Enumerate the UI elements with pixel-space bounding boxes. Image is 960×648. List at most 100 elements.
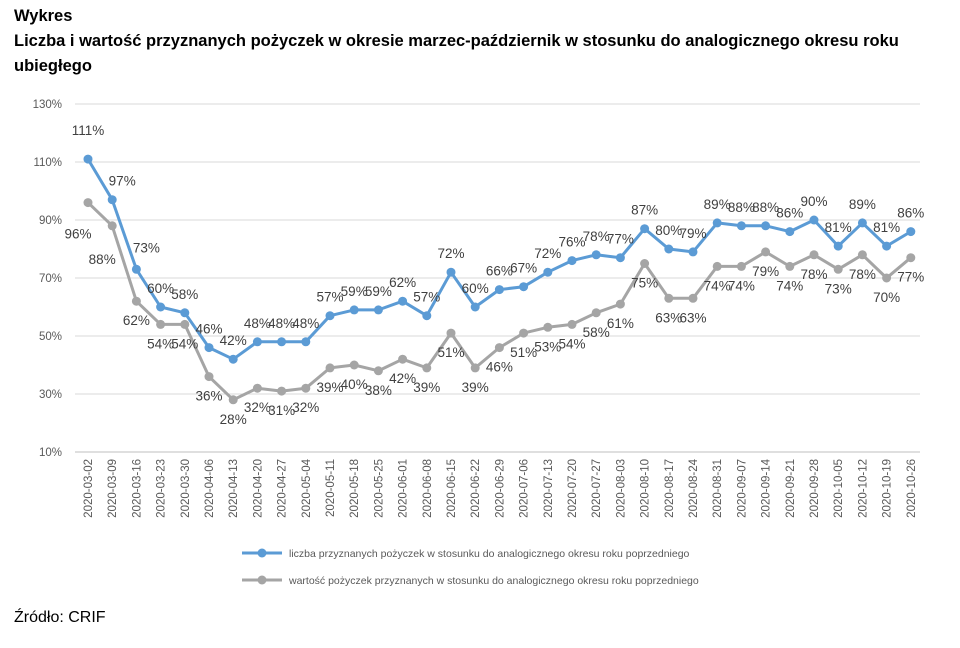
data-point-s1	[301, 337, 311, 347]
data-label-s1: 78%	[583, 229, 610, 244]
data-label-s2: 63%	[679, 310, 706, 325]
data-point-s1	[470, 302, 480, 312]
data-point-s2	[494, 343, 504, 353]
data-label-s2: 74%	[776, 278, 803, 293]
data-point-s1	[228, 354, 238, 364]
data-label-s2: 32%	[244, 400, 271, 415]
data-label-s1: 48%	[244, 316, 271, 331]
x-tick-label: 2020-09-07	[736, 459, 748, 518]
x-tick-label: 2020-04-20	[252, 459, 264, 518]
x-tick-label: 2020-07-13	[543, 459, 555, 518]
data-point-s2	[373, 366, 383, 376]
data-label-s1: 72%	[534, 246, 561, 261]
x-axis: 2020-03-02 2020-03-09 2020-03-16 2020-03-23…	[83, 458, 918, 517]
data-label-s1: 67%	[510, 261, 537, 276]
data-point-s2	[567, 319, 577, 329]
data-label-s1: 111%	[72, 123, 105, 138]
data-label-s2: 53%	[534, 339, 561, 354]
data-point-s2	[785, 261, 795, 271]
y-tick-label: 10%	[39, 447, 62, 459]
data-label-s2: 51%	[510, 345, 537, 360]
data-label-s2: 73%	[825, 281, 852, 296]
data-point-s1	[688, 247, 698, 257]
data-label-s1: 42%	[220, 333, 247, 348]
data-label-s1: 73%	[133, 240, 160, 255]
y-tick-label: 70%	[39, 273, 62, 285]
data-label-s1: 89%	[704, 197, 731, 212]
x-tick-label: 2020-09-28	[809, 459, 821, 518]
data-label-s2: 96%	[64, 227, 91, 242]
data-point-s2	[664, 293, 674, 303]
data-point-s1	[494, 285, 504, 295]
data-point-s2	[446, 328, 456, 338]
data-point-s1	[373, 305, 383, 315]
data-label-s1: 72%	[437, 246, 464, 261]
data-point-s2	[882, 273, 892, 283]
data-label-s2: 74%	[704, 278, 731, 293]
data-label-s1: 89%	[849, 197, 876, 212]
data-point-s2	[833, 264, 843, 274]
x-tick-label: 2020-10-19	[882, 459, 894, 518]
data-point-s1	[83, 154, 93, 164]
data-labels: 111%97%73%60%58%46%42%48%48%48%57%59%59%…	[64, 123, 924, 427]
data-point-s2	[277, 386, 287, 396]
data-label-s2: 77%	[897, 270, 924, 285]
data-label-s1: 87%	[631, 203, 658, 218]
x-tick-label: 2020-07-06	[519, 459, 531, 518]
data-point-s2	[906, 253, 916, 263]
data-point-s1	[277, 337, 287, 347]
data-point-s1	[640, 224, 650, 234]
data-label-s1: 88%	[752, 200, 779, 215]
data-label-s2: 62%	[123, 313, 150, 328]
data-label-s1: 59%	[341, 284, 368, 299]
data-label-s2: 32%	[292, 400, 319, 415]
data-label-s2: 39%	[413, 380, 440, 395]
data-point-s1	[325, 311, 335, 321]
data-point-s1	[857, 218, 867, 228]
data-point-s2	[131, 296, 141, 306]
data-point-s1	[519, 282, 529, 292]
data-point-s2	[398, 354, 408, 364]
data-label-s1: 66%	[486, 264, 513, 279]
x-tick-label: 2020-08-31	[712, 459, 724, 518]
data-point-s1	[131, 264, 141, 274]
data-label-s1: 46%	[195, 322, 222, 337]
data-label-s2: 63%	[655, 310, 682, 325]
data-point-s2	[228, 395, 238, 405]
data-label-s1: 86%	[897, 206, 924, 221]
data-label-s1: 62%	[389, 275, 416, 290]
x-tick-label: 2020-06-08	[422, 459, 434, 518]
x-tick-label: 2020-08-03	[615, 459, 627, 518]
data-label-s2: 54%	[171, 336, 198, 351]
x-tick-label: 2020-03-09	[107, 459, 119, 518]
data-label-s2: 36%	[195, 389, 222, 404]
data-point-s2	[615, 299, 625, 309]
x-tick-label: 2020-06-22	[470, 459, 482, 518]
data-label-s1: 81%	[873, 220, 900, 235]
x-tick-label: 2020-05-18	[349, 459, 361, 518]
legend: liczba przyznanych pożyczek w stosunku d…	[242, 548, 699, 587]
x-tick-label: 2020-04-27	[277, 459, 289, 518]
x-tick-label: 2020-08-17	[664, 459, 676, 518]
data-point-s2	[640, 259, 650, 268]
legend-marker-1	[257, 548, 267, 558]
data-point-s2	[543, 322, 553, 332]
data-label-s2: 78%	[800, 267, 827, 282]
data-label-s1: 77%	[607, 232, 634, 247]
data-point-s1	[349, 305, 359, 315]
data-point-s1	[785, 227, 795, 237]
data-point-s1	[398, 296, 408, 306]
x-tick-label: 2020-03-16	[131, 459, 143, 518]
x-tick-label: 2020-03-02	[83, 459, 95, 518]
data-label-s2: 75%	[631, 276, 658, 291]
data-label-s1: 60%	[462, 281, 489, 296]
chart-label: Wykres	[14, 7, 73, 25]
data-label-s2: 51%	[437, 345, 464, 360]
gridlines	[75, 103, 920, 453]
data-point-s2	[204, 372, 214, 382]
data-label-s2: 58%	[583, 325, 610, 340]
x-tick-label: 2020-06-29	[494, 459, 506, 518]
data-label-s1: 80%	[655, 223, 682, 238]
data-point-s2	[349, 360, 359, 370]
